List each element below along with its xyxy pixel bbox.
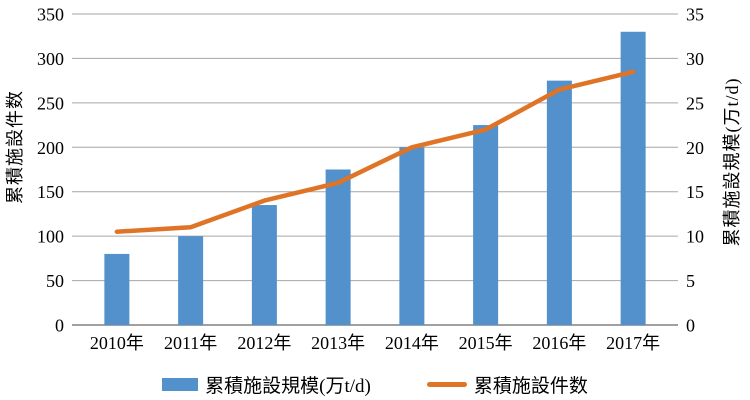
bar [399,147,425,325]
x-axis-label: 2014年 [385,333,439,353]
right-tick-label: 10 [686,227,704,247]
x-axis-label: 2012年 [237,333,291,353]
legend-item-bar-series: 累積施設規模(万t/d) [162,371,371,398]
bar-series [104,31,646,326]
x-axis-label: 2015年 [459,333,513,353]
left-tick-label: 50 [46,271,64,291]
plot-area: 0 50 100 150 200 250 300 350 0 5 10 15 20 25 30 35 2010年… [37,5,704,354]
left-tick-label: 350 [37,5,64,25]
right-tick-label: 0 [686,316,695,336]
bar [620,31,646,326]
line-series-swatch-icon [426,382,467,387]
left-tick-label: 250 [37,93,64,113]
left-tick-label: 0 [55,316,64,336]
right-axis-title: 累積施設規模(万t/d) [722,77,742,247]
line-series [114,69,636,234]
legend-item-line-series: 累積施設件数 [426,371,588,398]
legend-label-bar-series: 累積施設規模(万t/d) [205,376,371,397]
right-tick-label: 5 [686,271,695,291]
x-axis-label: 2017年 [606,333,660,353]
left-tick-label: 300 [37,49,64,69]
right-tick-label: 30 [686,49,704,69]
left-axis-tick-labels: 0 50 100 150 200 250 300 350 [37,5,64,336]
left-tick-label: 100 [37,227,64,247]
x-axis-label: 2016年 [532,333,586,353]
bar [546,80,572,326]
left-tick-label: 200 [37,138,64,158]
legend-label-line-series: 累積施設件数 [473,376,588,397]
right-axis-tick-labels: 0 5 10 15 20 25 30 35 [686,5,704,336]
right-tick-label: 15 [686,182,704,202]
bar-series-swatch-icon [162,378,199,391]
right-tick-label: 25 [686,93,704,113]
x-axis-labels: 2010年 2011年 2012年 2013年 2014年 2015年 2016年 2017年 [90,333,660,353]
bar [104,253,130,325]
x-axis-label: 2010年 [90,333,144,353]
left-tick-label: 150 [37,182,64,202]
legend: 累積施設規模(万t/d) 累積施設件数 [0,371,750,398]
bar [178,236,204,325]
bar [473,125,499,325]
right-tick-label: 35 [686,5,704,25]
gridlines [72,13,678,282]
bar [325,169,351,325]
x-axis-label: 2011年 [164,333,217,353]
bar [251,205,277,325]
x-axis-label: 2013年 [311,333,365,353]
right-tick-label: 20 [686,138,704,158]
